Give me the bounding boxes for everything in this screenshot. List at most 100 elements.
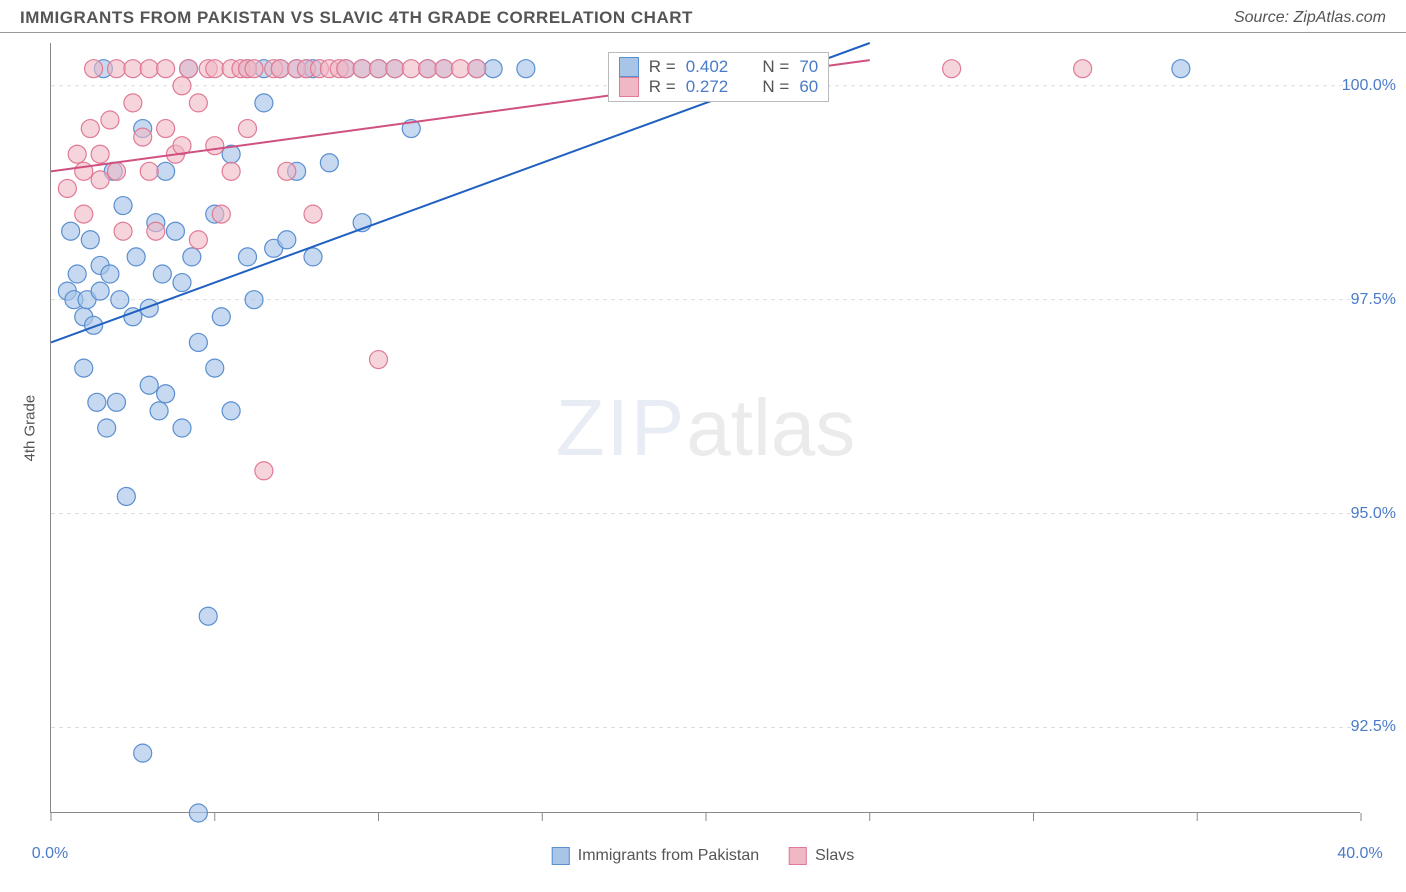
scatter-point xyxy=(147,222,165,240)
scatter-point xyxy=(91,171,109,189)
scatter-point xyxy=(157,120,175,138)
series-legend: Immigrants from Pakistan Slavs xyxy=(552,847,855,865)
scatter-point xyxy=(222,402,240,420)
scatter-point xyxy=(124,94,142,112)
scatter-point xyxy=(75,205,93,223)
y-tick-label: 95.0% xyxy=(1351,505,1396,523)
scatter-point xyxy=(435,60,453,78)
scatter-point xyxy=(370,351,388,369)
scatter-point xyxy=(111,291,129,309)
scatter-svg xyxy=(51,43,1360,812)
scatter-point xyxy=(68,145,86,163)
scatter-point xyxy=(386,60,404,78)
scatter-point xyxy=(58,179,76,197)
scatter-point xyxy=(239,120,257,138)
scatter-point xyxy=(189,231,207,249)
legend-item: Slavs xyxy=(789,847,854,865)
scatter-point xyxy=(517,60,535,78)
n-value: 70 xyxy=(799,57,818,77)
legend-label: Immigrants from Pakistan xyxy=(578,847,759,865)
scatter-point xyxy=(166,222,184,240)
scatter-point xyxy=(189,804,207,822)
scatter-point xyxy=(88,393,106,411)
legend-swatch xyxy=(619,77,639,97)
scatter-point xyxy=(206,60,224,78)
chart-title: IMMIGRANTS FROM PAKISTAN VS SLAVIC 4TH G… xyxy=(20,8,693,28)
scatter-point xyxy=(108,162,126,180)
scatter-point xyxy=(1172,60,1190,78)
chart-source: Source: ZipAtlas.com xyxy=(1234,9,1386,27)
r-value: 0.272 xyxy=(686,77,729,97)
scatter-point xyxy=(140,60,158,78)
scatter-point xyxy=(75,359,93,377)
legend-swatch xyxy=(619,57,639,77)
legend-label: Slavs xyxy=(815,847,854,865)
legend-item: Immigrants from Pakistan xyxy=(552,847,759,865)
scatter-point xyxy=(255,94,273,112)
scatter-point xyxy=(304,248,322,266)
scatter-point xyxy=(484,60,502,78)
x-tick-label: 0.0% xyxy=(32,845,68,863)
scatter-point xyxy=(180,60,198,78)
scatter-point xyxy=(173,419,191,437)
r-value: 0.402 xyxy=(686,57,729,77)
chart-header: IMMIGRANTS FROM PAKISTAN VS SLAVIC 4TH G… xyxy=(0,0,1406,33)
scatter-point xyxy=(271,60,289,78)
scatter-point xyxy=(206,137,224,155)
scatter-point xyxy=(468,60,486,78)
scatter-point xyxy=(278,231,296,249)
scatter-point xyxy=(320,154,338,172)
scatter-point xyxy=(68,265,86,283)
correlation-legend: R = 0.402 N = 70 R = 0.272 N = 60 xyxy=(608,52,830,102)
scatter-point xyxy=(943,60,961,78)
scatter-point xyxy=(91,145,109,163)
scatter-point xyxy=(81,120,99,138)
scatter-point xyxy=(101,111,119,129)
scatter-point xyxy=(114,222,132,240)
scatter-point xyxy=(134,744,152,762)
legend-swatch xyxy=(789,847,807,865)
scatter-point xyxy=(370,60,388,78)
scatter-point xyxy=(127,248,145,266)
scatter-point xyxy=(157,385,175,403)
scatter-point xyxy=(150,402,168,420)
y-tick-label: 100.0% xyxy=(1342,77,1396,95)
scatter-point xyxy=(140,162,158,180)
scatter-point xyxy=(304,205,322,223)
scatter-point xyxy=(212,205,230,223)
scatter-point xyxy=(402,60,420,78)
scatter-point xyxy=(189,94,207,112)
scatter-point xyxy=(140,376,158,394)
scatter-point xyxy=(419,60,437,78)
legend-swatch xyxy=(552,847,570,865)
scatter-point xyxy=(114,197,132,215)
scatter-point xyxy=(153,265,171,283)
scatter-point xyxy=(124,60,142,78)
scatter-point xyxy=(98,419,116,437)
scatter-point xyxy=(353,60,371,78)
scatter-point xyxy=(337,60,355,78)
y-tick-label: 97.5% xyxy=(1351,291,1396,309)
scatter-point xyxy=(212,308,230,326)
plot-area: ZIPatlas R = 0.402 N = 70 R = 0.272 N = … xyxy=(50,43,1360,813)
scatter-point xyxy=(173,77,191,95)
scatter-point xyxy=(183,248,201,266)
scatter-point xyxy=(134,128,152,146)
scatter-point xyxy=(451,60,469,78)
scatter-point xyxy=(85,60,103,78)
scatter-point xyxy=(206,359,224,377)
scatter-point xyxy=(278,162,296,180)
scatter-point xyxy=(1074,60,1092,78)
scatter-point xyxy=(245,60,263,78)
scatter-point xyxy=(222,162,240,180)
scatter-point xyxy=(91,282,109,300)
scatter-point xyxy=(101,265,119,283)
scatter-point xyxy=(255,462,273,480)
y-axis-label: 4th Grade xyxy=(22,395,39,462)
scatter-point xyxy=(189,333,207,351)
scatter-point xyxy=(108,393,126,411)
scatter-point xyxy=(62,222,80,240)
correlation-row: R = 0.272 N = 60 xyxy=(619,77,819,97)
correlation-row: R = 0.402 N = 70 xyxy=(619,57,819,77)
chart-container: 4th Grade ZIPatlas R = 0.402 N = 70 R = … xyxy=(0,33,1406,873)
